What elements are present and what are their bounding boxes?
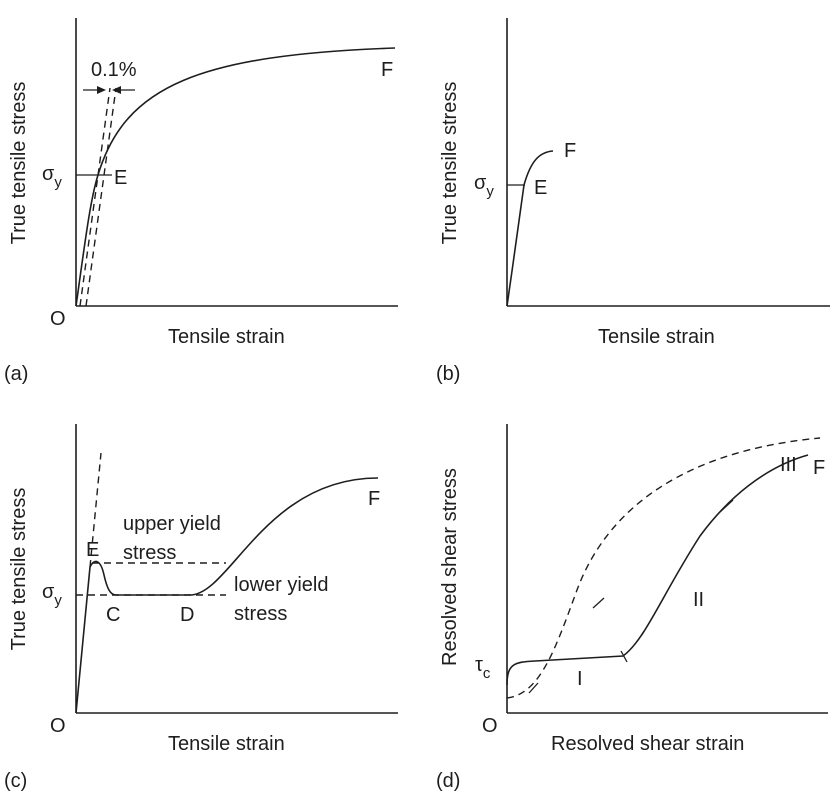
panel-c-origin: O [50, 715, 66, 737]
panel-d-tick-4 [719, 499, 734, 513]
panel-d-single-crystal-curve [506, 454, 809, 686]
panel-c-sigma-label: σy [42, 581, 62, 609]
panel-c: E C D F upper yield stress lower yield s… [4, 424, 398, 792]
panel-d: I II III F τc O Resolved shear strain Re… [436, 424, 828, 792]
panel-c-upper-yield-label-2: stress [123, 542, 176, 564]
panel-d-tag: (d) [436, 770, 460, 792]
panel-c-point-d: D [180, 604, 194, 626]
panel-a-offset-arrow-right-head [112, 86, 121, 94]
panel-a-sigma-symbol: σ [42, 163, 55, 185]
panel-a-x-axis-label: Tensile strain [168, 326, 285, 348]
panel-d-tick-2 [592, 597, 605, 609]
panel-a-offset-arrow-left-head [97, 86, 106, 94]
panel-a-stress-strain-curve [75, 47, 396, 307]
panel-d-stage-1-label: I [577, 668, 583, 690]
panel-d-tick-3 [620, 650, 628, 663]
panel-b-point-f: F [564, 140, 576, 162]
panel-c-lower-yield-label-2: stress [234, 603, 287, 625]
panel-a-offset-label: 0.1% [91, 59, 137, 81]
panel-c-lower-yield-label-1: lower yield [234, 574, 328, 596]
panel-b-sigma-subscript: y [486, 183, 494, 200]
panel-c-point-c: C [106, 604, 120, 626]
panel-d-stage-3-label: III [780, 454, 797, 476]
panel-a-point-f: F [381, 59, 393, 81]
panel-c-x-axis-label: Tensile strain [168, 733, 285, 755]
panel-b-x-axis-label: Tensile strain [598, 326, 715, 348]
panel-b-point-e: E [534, 177, 547, 199]
panel-d-tau-subscript: c [483, 665, 491, 682]
panel-c-tag: (c) [4, 770, 27, 792]
panel-a-origin: O [50, 308, 66, 330]
panel-d-stage-2-label: II [693, 589, 704, 611]
panel-a-sigma-subscript: y [54, 174, 62, 191]
panel-a: 0.1% F E σy O Tensile strain True tensil… [4, 18, 398, 385]
panel-b-y-axis-label: True tensile stress [439, 82, 461, 245]
panel-c-point-f: F [368, 488, 380, 510]
panel-b-sigma-symbol: σ [474, 172, 487, 194]
panel-b-stress-strain-curve [506, 150, 554, 307]
panel-a-sigma-label: σy [42, 163, 62, 191]
panel-a-tag: (a) [4, 363, 28, 385]
panel-c-point-e: E [86, 539, 99, 561]
panel-c-upper-yield-label-1: upper yield [123, 513, 221, 535]
panel-d-y-axis-label: Resolved shear stress [439, 468, 461, 666]
panel-d-point-f: F [813, 457, 825, 479]
panel-d-tau-label: τc [475, 654, 491, 682]
panel-d-polycrystal-curve [506, 437, 821, 699]
panel-a-y-axis-label: True tensile stress [8, 82, 30, 245]
panel-b-tag: (b) [436, 363, 460, 385]
panel-d-tick-1 [528, 682, 539, 694]
panel-b-sigma-label: σy [474, 172, 494, 200]
panel-b: F E σy Tensile strain True tensile stres… [436, 18, 830, 385]
panel-a-offset-line-2 [85, 87, 117, 307]
panel-d-origin: O [482, 715, 498, 737]
panel-c-y-axis-label: True tensile stress [8, 488, 30, 651]
panel-d-tau-symbol: τ [475, 654, 483, 676]
panel-c-sigma-subscript: y [54, 592, 62, 609]
panel-c-stress-strain-curve [75, 477, 379, 714]
panel-a-point-e: E [114, 167, 127, 189]
panel-a-offset-line-1 [79, 87, 111, 307]
panel-c-sigma-symbol: σ [42, 581, 55, 603]
panel-d-x-axis-label: Resolved shear strain [551, 733, 744, 755]
